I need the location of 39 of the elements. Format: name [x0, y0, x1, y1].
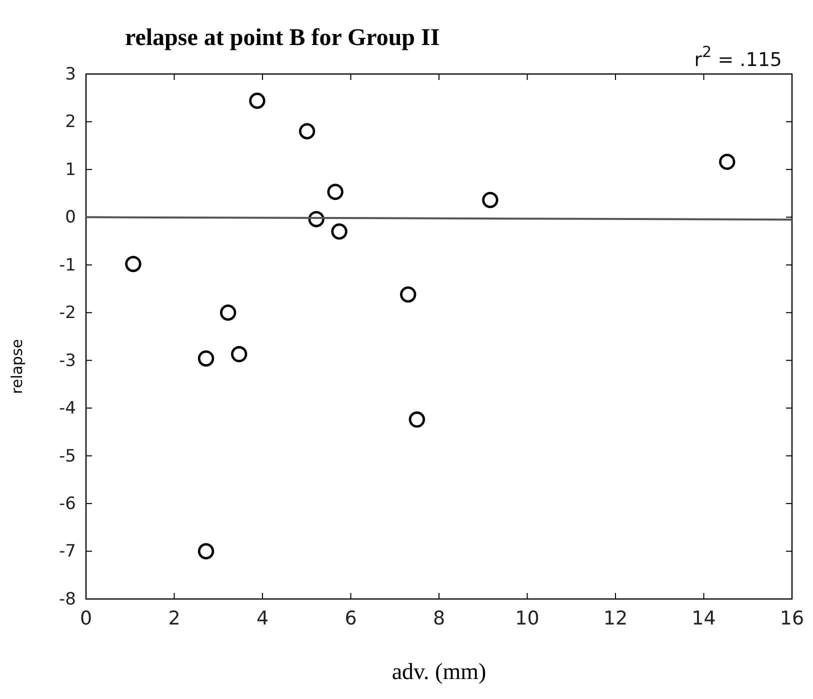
x-tick-label: 8 [432, 607, 446, 630]
chart-title: relapse at point B for Group II [125, 25, 440, 51]
y-tick-label: -6 [59, 494, 76, 514]
x-axis-title: adv. (mm) [392, 659, 486, 684]
point [125, 256, 142, 272]
point [308, 210, 324, 228]
x-tick-label: 14 [692, 607, 716, 630]
y-tick-label: -1 [59, 255, 76, 276]
y-tick-label: -8 [59, 589, 76, 610]
y-tick-label: -3 [59, 350, 76, 371]
y-tick-label: -2 [59, 303, 76, 324]
y-tick-label: 1 [65, 160, 76, 180]
point [249, 92, 266, 109]
x-tick-label: 12 [603, 607, 628, 630]
text: r$^{2}$ = .115 [694, 43, 782, 71]
y-tick-label: 3 [65, 64, 76, 84]
point [198, 543, 214, 560]
x-tick-label: 16 [780, 607, 804, 630]
y-tick-label: 2 [65, 112, 76, 132]
y-axis-title: relapse [8, 339, 26, 394]
point [400, 286, 416, 303]
point [231, 346, 248, 362]
y-tick-label: -5 [59, 446, 76, 466]
point [198, 350, 214, 367]
x-tick-label: 0 [80, 607, 92, 630]
x-tick-label: 2 [168, 607, 180, 630]
y-tick-label: -4 [59, 398, 76, 419]
point [408, 411, 426, 428]
x-tick-label: 10 [515, 607, 540, 630]
point [331, 223, 348, 240]
point [298, 123, 316, 140]
point [482, 192, 498, 208]
x-tick-label: 6 [344, 607, 357, 630]
x-tick-label: 4 [256, 607, 269, 630]
point [220, 304, 236, 321]
point [327, 184, 344, 200]
point [719, 154, 736, 170]
y-tick-label: 0 [65, 208, 76, 228]
y-tick-label: -7 [59, 542, 76, 562]
